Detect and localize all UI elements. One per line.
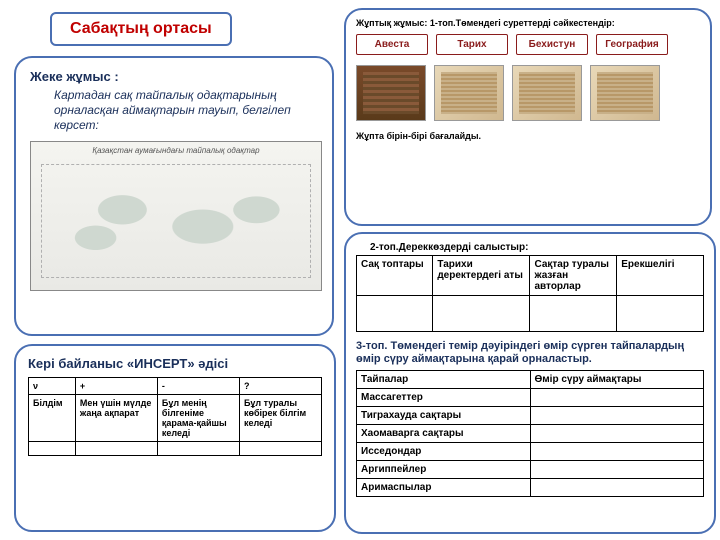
map-caption: Қазақстан аумағындағы тайпалық одақтар — [31, 146, 321, 155]
table-row: Сақ топтары Тарихи деректердегі аты Сақт… — [357, 256, 704, 296]
individual-task-text: Жеке жұмыс : Картадан сақ тайпалық одақт… — [30, 68, 318, 133]
option-avesta[interactable]: Авеста — [356, 34, 428, 55]
group2-caption: 2-топ.Дереккөздерді салыстыр: — [370, 242, 704, 253]
table-row: Хаомаварга сақтары — [357, 425, 704, 443]
individual-task-panel: Жеке жұмыс : Картадан сақ тайпалық одақт… — [14, 56, 334, 336]
lesson-title: Сабақтың ортасы — [70, 20, 212, 37]
book-image-3[interactable] — [512, 65, 582, 121]
option-geography[interactable]: География — [596, 34, 668, 55]
table-row: Тайпалар Өмір сүру аймақтары — [357, 371, 704, 389]
individual-task-body: Картадан сақ тайпалық одақтарының орнала… — [54, 88, 318, 133]
option-tarikh[interactable]: Тарих — [436, 34, 508, 55]
table-row: Массагеттер — [357, 389, 704, 407]
table-row: Білдім Мен үшін мүлде жаңа ақпарат Бұл м… — [29, 395, 322, 442]
table-row: Аргиппейлер — [357, 461, 704, 479]
pair-work-panel: Жұптық жұмыс: 1-топ.Төмендегі суреттерді… — [344, 8, 712, 226]
table-row — [29, 442, 322, 456]
feedback-heading: Кері байланыс «ИНСЕРТ» әдісі — [28, 356, 322, 371]
table-row: ν + - ? — [29, 378, 322, 395]
group2-h4: Ерекшелігі — [617, 256, 704, 296]
table-row: Тиграхауда сақтары — [357, 407, 704, 425]
group2-h3: Сақтар туралы жазған авторлар — [530, 256, 617, 296]
book-image-2[interactable] — [434, 65, 504, 121]
group3-h2: Өмір сүру аймақтары — [530, 371, 704, 389]
group3-table: Тайпалар Өмір сүру аймақтары Массагеттер… — [356, 370, 704, 497]
table-row: Исседондар — [357, 443, 704, 461]
group3-heading: 3-топ. Төмендегі темір дәуіріндегі өмір … — [356, 340, 704, 366]
groups-panel: 2-топ.Дереккөздерді салыстыр: Сақ топтар… — [344, 232, 716, 534]
feedback-panel: Кері байланыс «ИНСЕРТ» әдісі ν + - ? Біл… — [14, 344, 336, 532]
group2-h1: Сақ топтары — [357, 256, 433, 296]
map-image: Қазақстан аумағындағы тайпалық одақтар — [30, 141, 322, 291]
lesson-title-box: Сабақтың ортасы — [50, 12, 232, 46]
pair-work-footer: Жұпта бірін-бірі бағалайды. — [356, 131, 700, 141]
match-options-row: Авеста Тарих Бехистун География — [356, 34, 700, 55]
group2-h2: Тарихи деректердегі аты — [433, 256, 530, 296]
pair-work-instruction: Жұптық жұмыс: 1-топ.Төмендегі суреттерді… — [356, 18, 700, 28]
individual-task-heading: Жеке жұмыс : — [30, 69, 119, 84]
insert-table: ν + - ? Білдім Мен үшін мүлде жаңа ақпар… — [28, 377, 322, 456]
group3-h1: Тайпалар — [357, 371, 531, 389]
book-image-4[interactable] — [590, 65, 660, 121]
book-images-row — [356, 65, 700, 121]
group2-table: Сақ топтары Тарихи деректердегі аты Сақт… — [356, 255, 704, 332]
book-image-1[interactable] — [356, 65, 426, 121]
option-behistun[interactable]: Бехистун — [516, 34, 588, 55]
table-row — [357, 296, 704, 332]
table-row: Аримаспылар — [357, 479, 704, 497]
